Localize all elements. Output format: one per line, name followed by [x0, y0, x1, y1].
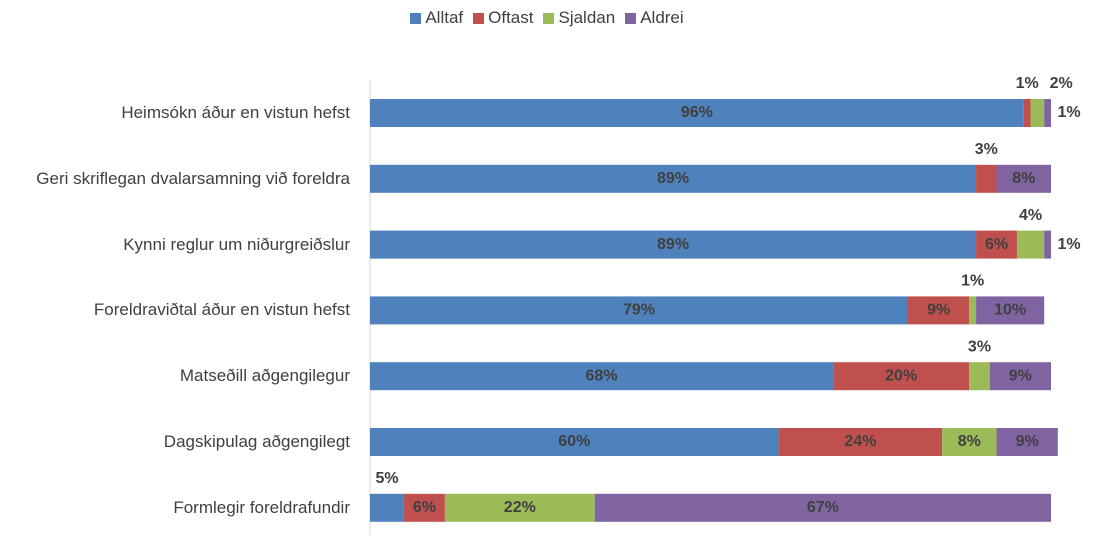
bar-segment: [370, 493, 405, 522]
bar-segment: [594, 493, 1051, 522]
bar-segment: [833, 362, 970, 391]
data-label: 8%: [958, 433, 981, 450]
data-label: 2%: [1050, 75, 1073, 92]
category-text: Matseðill aðgengilegur: [179, 366, 350, 386]
legend-swatch: [410, 12, 422, 24]
category-text: Heimsókn áður en vistun hefst: [121, 103, 350, 122]
bar-segment: [1023, 99, 1031, 127]
data-label: 20%: [885, 367, 917, 384]
bar-segment: [404, 493, 445, 522]
data-label: 6%: [413, 499, 436, 516]
legend-label: Alltaf: [425, 8, 464, 27]
category-label: Foreldraviðtal áður en vistun hefst: [0, 280, 350, 340]
category-label: Matseðill aðgengilegur: [0, 346, 350, 406]
data-label: 68%: [586, 367, 618, 384]
bar-segment: [996, 164, 1051, 193]
bar-segment: [907, 296, 970, 325]
legend-item: Oftast: [473, 8, 533, 28]
legend-label: Oftast: [488, 8, 534, 27]
bar-segment: [370, 296, 908, 325]
data-label: 3%: [968, 338, 991, 355]
category-label: Dagskipulag aðgengilegt: [0, 412, 350, 472]
data-label: 96%: [681, 104, 713, 121]
bar-segment: [370, 99, 1024, 127]
data-label: 6%: [985, 236, 1008, 253]
bar-segment: [370, 428, 779, 456]
legend-swatch: [543, 12, 555, 24]
category-label: Heimsókn áður en vistun hefst: [0, 83, 350, 143]
bar-segment: [989, 362, 1051, 391]
bar-segment: [969, 296, 977, 325]
legend-item: Sjaldan: [543, 8, 615, 28]
category-label: Geri skriflegan dvalarsamning við foreld…: [0, 149, 350, 209]
bar-segment: [976, 230, 1017, 259]
data-label: 24%: [844, 433, 876, 450]
data-label: 9%: [927, 302, 950, 319]
data-label: 1%: [1016, 75, 1039, 92]
bar-segment: [996, 428, 1058, 456]
bar-segment: [370, 362, 834, 391]
bar-segment: [969, 362, 990, 391]
data-label: 67%: [807, 499, 839, 516]
data-label: 9%: [1009, 367, 1032, 384]
data-label: 3%: [975, 141, 998, 158]
category-text: Formlegir foreldrafundir: [173, 497, 350, 517]
bar-segment: [942, 428, 997, 456]
category-text: Geri skriflegan dvalarsamning við foreld…: [36, 168, 350, 188]
category-label: Formlegir foreldrafundir: [0, 478, 350, 536]
data-label: 9%: [1016, 433, 1039, 450]
category-text: Foreldraviðtal áður en vistun hefst: [93, 300, 350, 320]
data-label: 8%: [1012, 170, 1035, 187]
legend-item: Aldrei: [625, 8, 684, 28]
bar-segment: [370, 164, 977, 193]
legend-label: Sjaldan: [558, 8, 616, 27]
bar-segment: [976, 164, 997, 193]
data-label: 79%: [623, 302, 655, 319]
bar-segment: [1016, 230, 1045, 259]
data-label: 22%: [504, 499, 536, 516]
data-label: 10%: [994, 302, 1026, 319]
category-text: Kynni reglur um niðurgreiðslur: [123, 234, 350, 254]
bar-segment: [976, 296, 1045, 325]
data-label: 1%: [1057, 236, 1080, 253]
data-label: 1%: [961, 273, 984, 290]
bar-segment: [370, 230, 977, 259]
bar-segment: [1044, 99, 1051, 127]
data-label: 60%: [558, 433, 590, 450]
bar-segment: [444, 493, 595, 522]
data-label: 89%: [657, 236, 689, 253]
legend-label: Aldrei: [640, 8, 684, 27]
bar-segment: [778, 428, 943, 456]
bar-segment: [1030, 99, 1045, 127]
data-label: 89%: [657, 170, 689, 187]
legend-item: Alltaf: [410, 8, 463, 28]
legend-swatch: [625, 12, 637, 24]
bar-segment: [1044, 230, 1051, 259]
legend: Alltaf Oftast Sjaldan Aldrei: [0, 8, 1094, 28]
data-label: 4%: [1019, 207, 1042, 224]
data-label: 5%: [375, 470, 398, 487]
category-label: Kynni reglur um niðurgreiðslur: [0, 215, 350, 275]
legend-swatch: [473, 12, 485, 24]
category-text: Dagskipulag aðgengilegt: [163, 432, 350, 451]
data-label: 1%: [1057, 104, 1080, 121]
